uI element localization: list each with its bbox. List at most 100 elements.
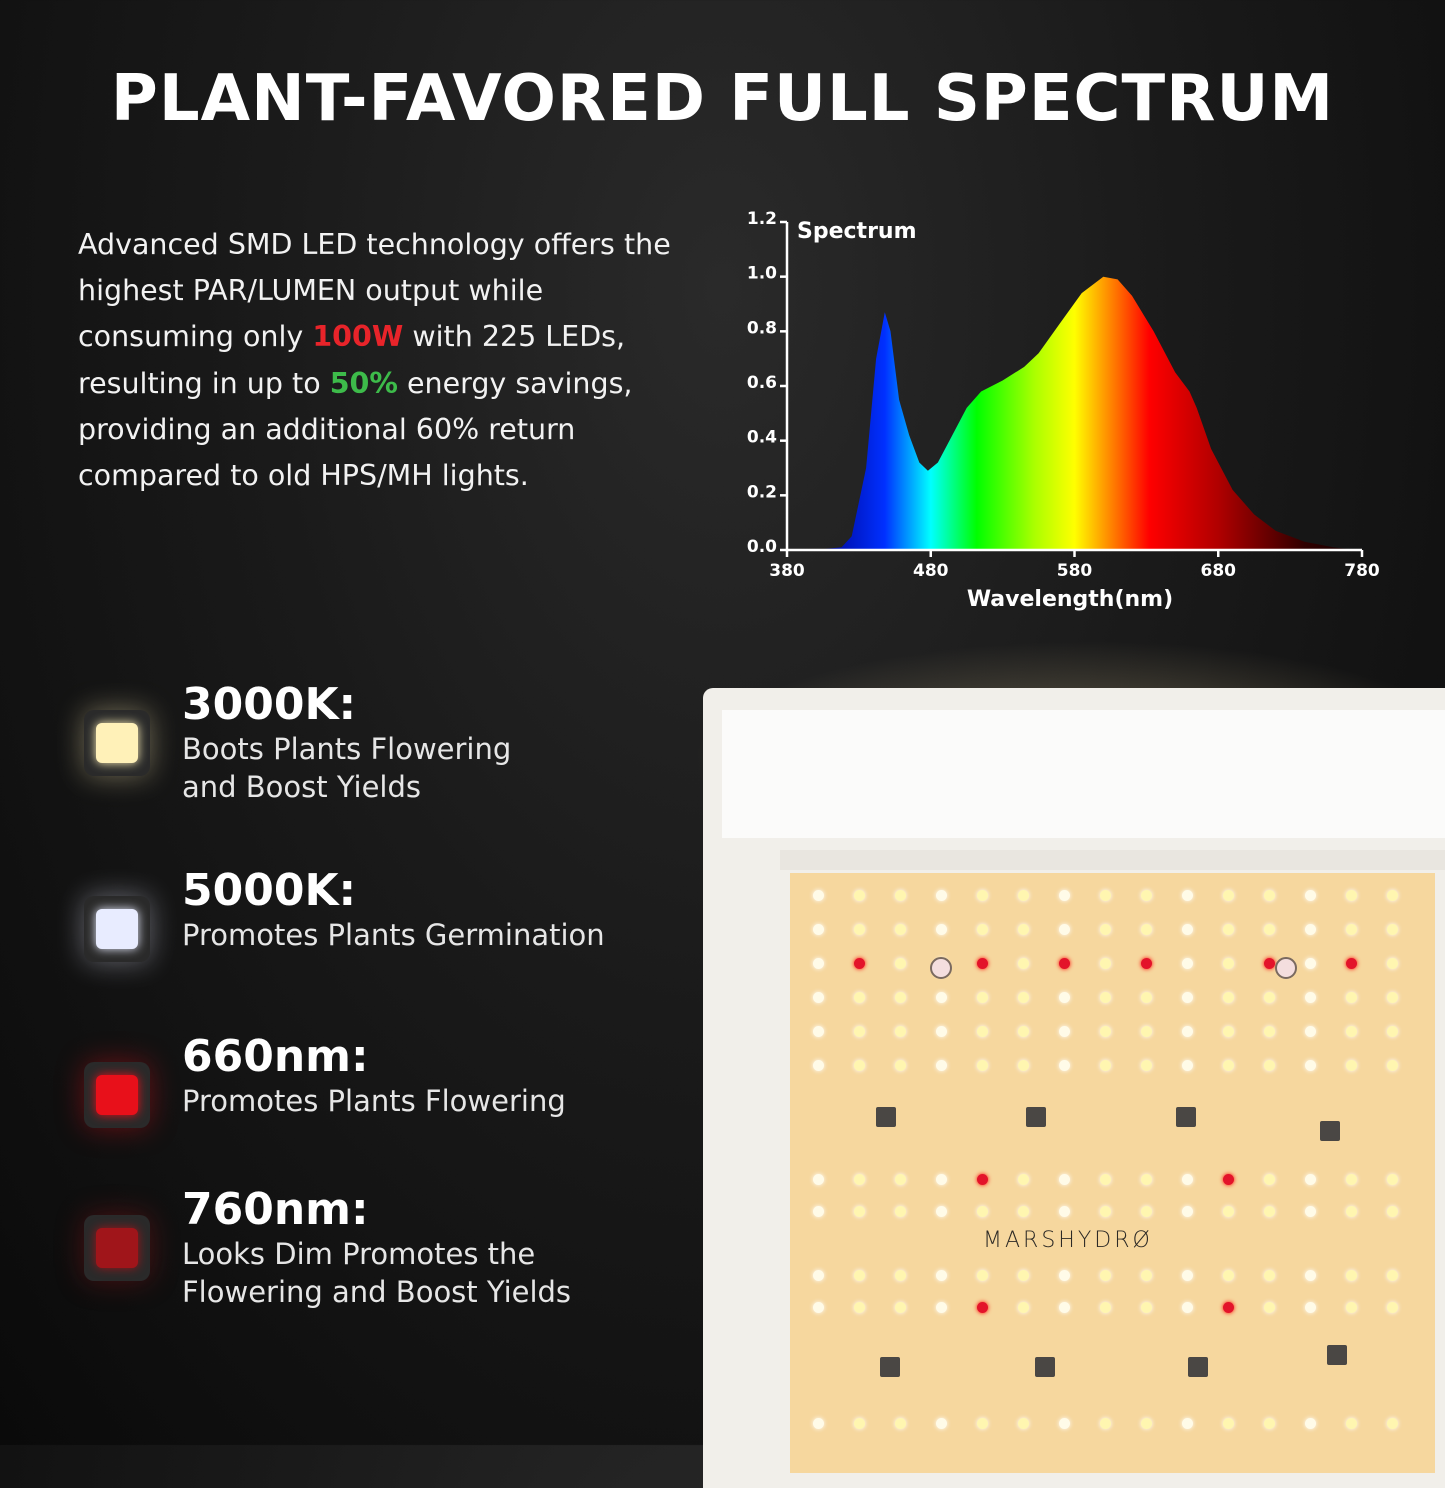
white-led [813,1060,824,1071]
sensor-hole [1275,957,1297,979]
red-led [1346,958,1357,969]
led-board [790,873,1435,1473]
x-tick-label: 780 [1344,561,1380,581]
far-red-led-icon [84,1215,150,1281]
white-led [977,890,988,901]
driver-chip [1026,1107,1046,1127]
y-tick-label: 0.2 [747,482,777,502]
white-led [813,1206,824,1217]
white-led [1264,1206,1275,1217]
white-led [1059,1270,1070,1281]
white-led [1223,992,1234,1003]
intro-text-3: energy savings, providing an additional … [78,366,633,493]
intro-paragraph: Advanced SMD LED technology offers the h… [78,222,698,499]
white-led [1346,1060,1357,1071]
spectrum-chart: 380 480 580 680 780 0.0 0.2 0.4 0.6 0.8 1.0 1.2 Spe… [747,209,1380,612]
white-led [854,992,865,1003]
white-led [1223,1206,1234,1217]
white-led [1100,958,1111,969]
white-led [1100,1270,1111,1281]
white-led [1223,924,1234,935]
white-led [1346,1418,1357,1429]
white-led [813,958,824,969]
white-led [895,1418,906,1429]
white-led [895,1302,906,1313]
white-led [1018,1418,1029,1429]
white-led [977,924,988,935]
white-led [1305,1418,1316,1429]
white-led [854,890,865,901]
white-led [977,1026,988,1037]
feature-item: 5000K: Promotes Plants Germination [182,866,652,954]
feature-item: 3000K: Boots Plants Flowering and Boost Y… [182,680,552,806]
driver-chip [880,1357,900,1377]
white-led [895,992,906,1003]
white-led [1387,1060,1398,1071]
white-led [1182,1174,1193,1185]
white-led [1346,924,1357,935]
white-led [1100,1026,1111,1037]
white-led [977,1060,988,1071]
white-led [854,1270,865,1281]
driver-chip [876,1107,896,1127]
y-tick-label: 0.4 [747,428,777,448]
white-led [1387,890,1398,901]
white-led [1018,924,1029,935]
y-tick-label: 0.6 [747,373,777,393]
white-led [1059,1418,1070,1429]
white-led [895,958,906,969]
white-led [936,1174,947,1185]
red-led [977,958,988,969]
white-led [1182,1302,1193,1313]
white-led [1059,924,1070,935]
white-led [1018,1270,1029,1281]
feature-description: Promotes Plants Flowering [182,1084,566,1118]
white-led [936,924,947,935]
white-led [895,1270,906,1281]
white-led [1182,924,1193,935]
red-led [977,1302,988,1313]
white-led [813,1270,824,1281]
x-tick-label: 680 [1201,561,1237,581]
white-led [936,1270,947,1281]
white-led [1100,1302,1111,1313]
white-led [1387,958,1398,969]
white-led [936,1060,947,1071]
white-led [1223,1270,1234,1281]
white-led [1018,1060,1029,1071]
white-led [1305,1026,1316,1037]
white-led [1387,924,1398,935]
white-led [1264,1270,1275,1281]
white-led [1059,1060,1070,1071]
page-title: PLANT-FAVORED FULL SPECTRUM [110,62,1335,136]
red-led [1223,1302,1234,1313]
driver-chip [1035,1357,1055,1377]
white-led [1387,1270,1398,1281]
white-led [1059,1206,1070,1217]
driver-chip [1327,1345,1347,1365]
red-led [1141,958,1152,969]
white-led [1100,1060,1111,1071]
white-led [1346,1302,1357,1313]
white-led [1264,890,1275,901]
white-led [895,1174,906,1185]
y-tick-label: 0.8 [747,318,777,338]
white-led [1387,1026,1398,1037]
feature-description: Boots Plants Flowering and Boost Yields [182,732,512,804]
white-led [813,1174,824,1185]
white-led [1305,1302,1316,1313]
white-led [1059,890,1070,901]
white-led [1346,1206,1357,1217]
white-led [1141,1060,1152,1071]
red-led [1264,958,1275,969]
white-led [1305,958,1316,969]
white-led [1387,1174,1398,1185]
white-led [1018,1026,1029,1037]
white-led [1305,924,1316,935]
driver-chip [1188,1357,1208,1377]
white-led [1100,1418,1111,1429]
driver-chip [1320,1121,1340,1141]
white-led [854,1026,865,1037]
white-led [895,924,906,935]
white-led [1141,1418,1152,1429]
